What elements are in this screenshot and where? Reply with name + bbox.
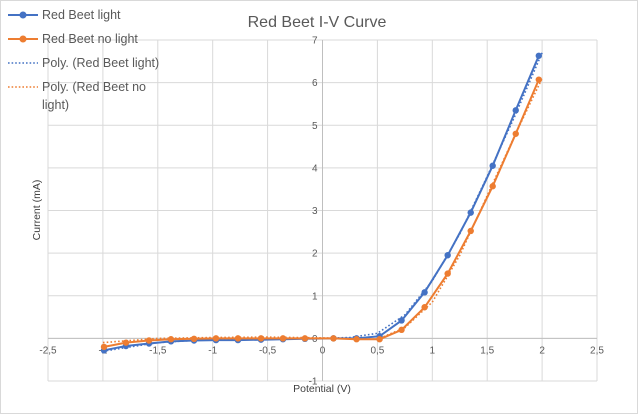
y-tick-label: 3 bbox=[312, 206, 318, 217]
legend-item-red-beet-no-light[interactable]: Red Beet no light bbox=[6, 30, 166, 48]
data-point-red-beet-no-light bbox=[467, 227, 474, 235]
x-tick-label: 0,5 bbox=[370, 345, 384, 356]
data-point-red-beet-no-light bbox=[421, 304, 428, 311]
y-tick-label: 6 bbox=[312, 78, 318, 89]
gridlines bbox=[47, 39, 598, 382]
x-tick-label: -1 bbox=[208, 345, 217, 356]
legend-swatch-blue-dotted bbox=[6, 54, 40, 72]
legend-label: Red Beet no light bbox=[42, 32, 138, 46]
data-point-red-beet-no-light bbox=[398, 326, 405, 334]
data-point-red-beet-no-light bbox=[353, 336, 360, 343]
data-point-red-beet-no-light bbox=[100, 343, 108, 351]
data-point-red-beet-no-light bbox=[190, 335, 198, 343]
data-point-red-beet-no-light bbox=[330, 335, 337, 342]
x-tick-label: 2,5 bbox=[590, 345, 604, 356]
legend-swatch-orange-solid bbox=[6, 30, 40, 48]
y-tick-label: 7 bbox=[312, 36, 318, 47]
data-point-red-beet-no-light bbox=[212, 335, 220, 342]
data-point-red-beet-no-light bbox=[535, 76, 543, 83]
x-tick-label: -2,5 bbox=[39, 345, 57, 356]
x-axis-title: Potential (V) bbox=[293, 383, 351, 395]
series-layer bbox=[100, 52, 543, 354]
data-point-red-beet-light bbox=[512, 107, 519, 114]
chart-title: Red Beet I-V Curve bbox=[248, 14, 387, 31]
data-point-red-beet-no-light bbox=[512, 130, 519, 137]
x-tick-label: -1,5 bbox=[149, 345, 167, 356]
data-point-red-beet-no-light bbox=[444, 270, 451, 277]
data-point-red-beet-light bbox=[467, 209, 474, 216]
data-point-red-beet-no-light bbox=[489, 183, 496, 190]
x-tick-label: 2 bbox=[539, 345, 545, 356]
data-point-red-beet-no-light bbox=[145, 337, 153, 344]
x-tick-label: 0 bbox=[320, 345, 326, 356]
data-point-red-beet-no-light bbox=[301, 335, 309, 342]
chart-legend: Red Beet light Red Beet no light Poly. (… bbox=[6, 6, 166, 120]
y-tick-label: 2 bbox=[312, 249, 318, 260]
x-tick-label: 1 bbox=[430, 345, 436, 356]
legend-item-poly-red-beet-light[interactable]: Poly. (Red Beet light) bbox=[6, 54, 166, 72]
data-point-red-beet-no-light bbox=[376, 336, 383, 343]
data-point-red-beet-no-light bbox=[234, 335, 242, 342]
series-line-red-beet-no-light bbox=[103, 79, 540, 348]
legend-swatch-blue-solid bbox=[6, 6, 40, 24]
data-point-red-beet-light bbox=[398, 317, 405, 324]
legend-swatch-orange-dotted bbox=[6, 78, 40, 96]
y-tick-label: 4 bbox=[312, 163, 318, 174]
x-tick-label: 1,5 bbox=[480, 345, 494, 356]
data-point-red-beet-no-light bbox=[257, 335, 265, 342]
data-point-red-beet-light bbox=[444, 252, 451, 259]
series-line-red-beet-light bbox=[103, 55, 540, 352]
data-point-red-beet-light bbox=[489, 162, 496, 169]
data-point-red-beet-no-light bbox=[167, 336, 175, 343]
data-point-red-beet-no-light bbox=[279, 335, 287, 342]
legend-item-poly-red-beet-no-light[interactable]: Poly. (Red Beet no light) bbox=[6, 78, 166, 114]
y-tick-label: -1 bbox=[309, 377, 318, 388]
data-point-red-beet-light bbox=[535, 52, 543, 59]
y-tick-label: 1 bbox=[312, 291, 318, 302]
x-tick-label: -0,5 bbox=[259, 345, 277, 356]
y-axis-title: Current (mA) bbox=[31, 180, 43, 241]
legend-label: Red Beet light bbox=[42, 8, 121, 22]
legend-item-red-beet-light[interactable]: Red Beet light bbox=[6, 6, 166, 24]
data-point-red-beet-no-light bbox=[122, 339, 130, 346]
data-point-red-beet-light bbox=[421, 289, 428, 296]
legend-label: Poly. (Red Beet light) bbox=[42, 56, 160, 70]
y-tick-label: 5 bbox=[312, 121, 318, 132]
legend-label: Poly. (Red Beet no light) bbox=[42, 80, 146, 112]
